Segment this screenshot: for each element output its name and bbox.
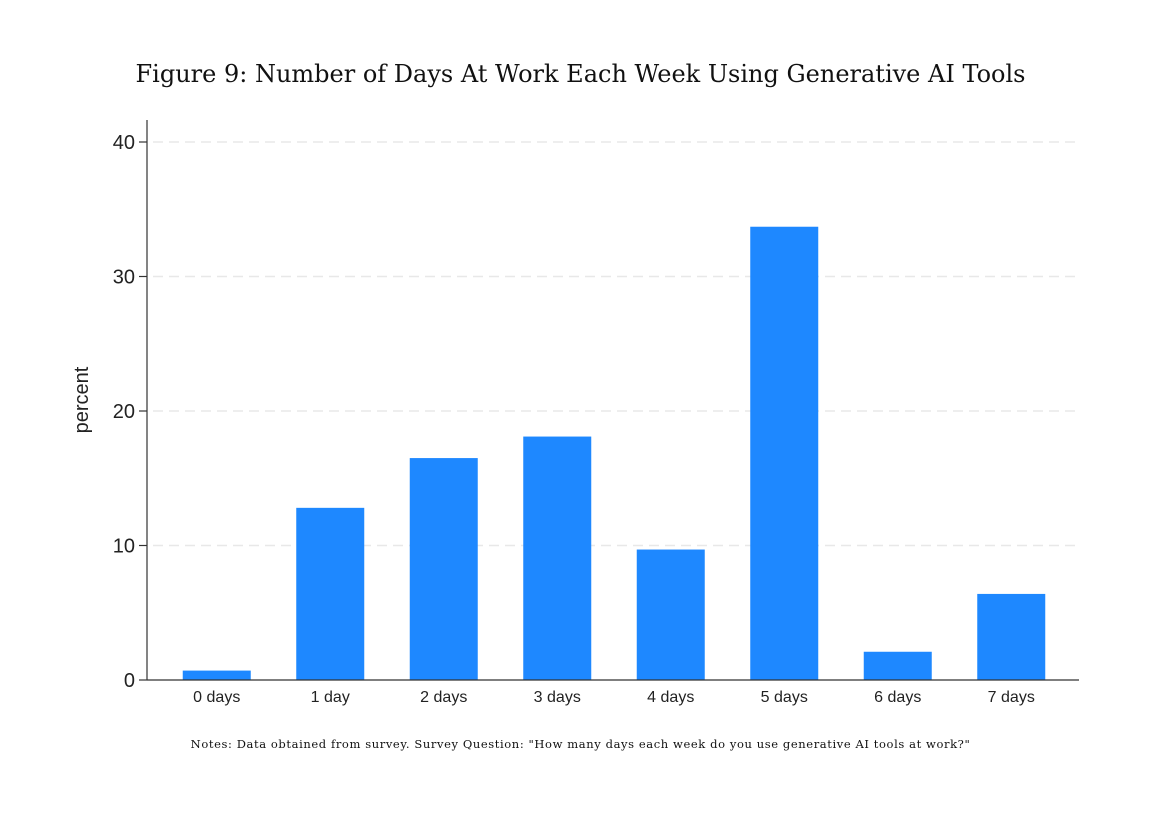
x-tick-label: 3 days xyxy=(534,689,581,706)
x-tick-label: 0 days xyxy=(193,689,240,706)
figure-notes: Notes: Data obtained from survey. Survey… xyxy=(190,737,971,751)
y-tick-label: 40 xyxy=(113,132,135,154)
x-tick-label: 6 days xyxy=(874,689,921,706)
y-tick-label: 10 xyxy=(113,536,135,558)
y-tick-label: 0 xyxy=(124,670,135,692)
y-tick-label: 20 xyxy=(113,401,135,423)
bar xyxy=(750,226,819,681)
bars xyxy=(182,226,1046,681)
x-tick-label: 2 days xyxy=(420,689,467,706)
bar xyxy=(296,507,365,680)
y-ticks: 0 10 20 30 40 xyxy=(113,132,147,692)
figure-title: Figure 9: Number of Days At Work Each We… xyxy=(135,60,1026,88)
axes xyxy=(146,120,1079,681)
bar xyxy=(636,549,705,680)
x-tick-label: 4 days xyxy=(647,689,694,706)
bar xyxy=(409,458,478,680)
bar xyxy=(523,436,592,680)
bar xyxy=(182,670,251,680)
x-tick-label: 1 day xyxy=(311,689,350,706)
x-tick-labels: 0 days 1 day 2 days 3 days 4 days 5 days 6 day… xyxy=(193,689,1035,706)
bar xyxy=(863,651,932,680)
bar xyxy=(977,593,1046,680)
y-axis-title: percent xyxy=(71,366,93,433)
grid-lines xyxy=(153,141,1075,547)
x-tick-label: 5 days xyxy=(761,689,808,706)
y-tick-label: 30 xyxy=(113,267,135,289)
x-tick-label: 7 days xyxy=(988,689,1035,706)
